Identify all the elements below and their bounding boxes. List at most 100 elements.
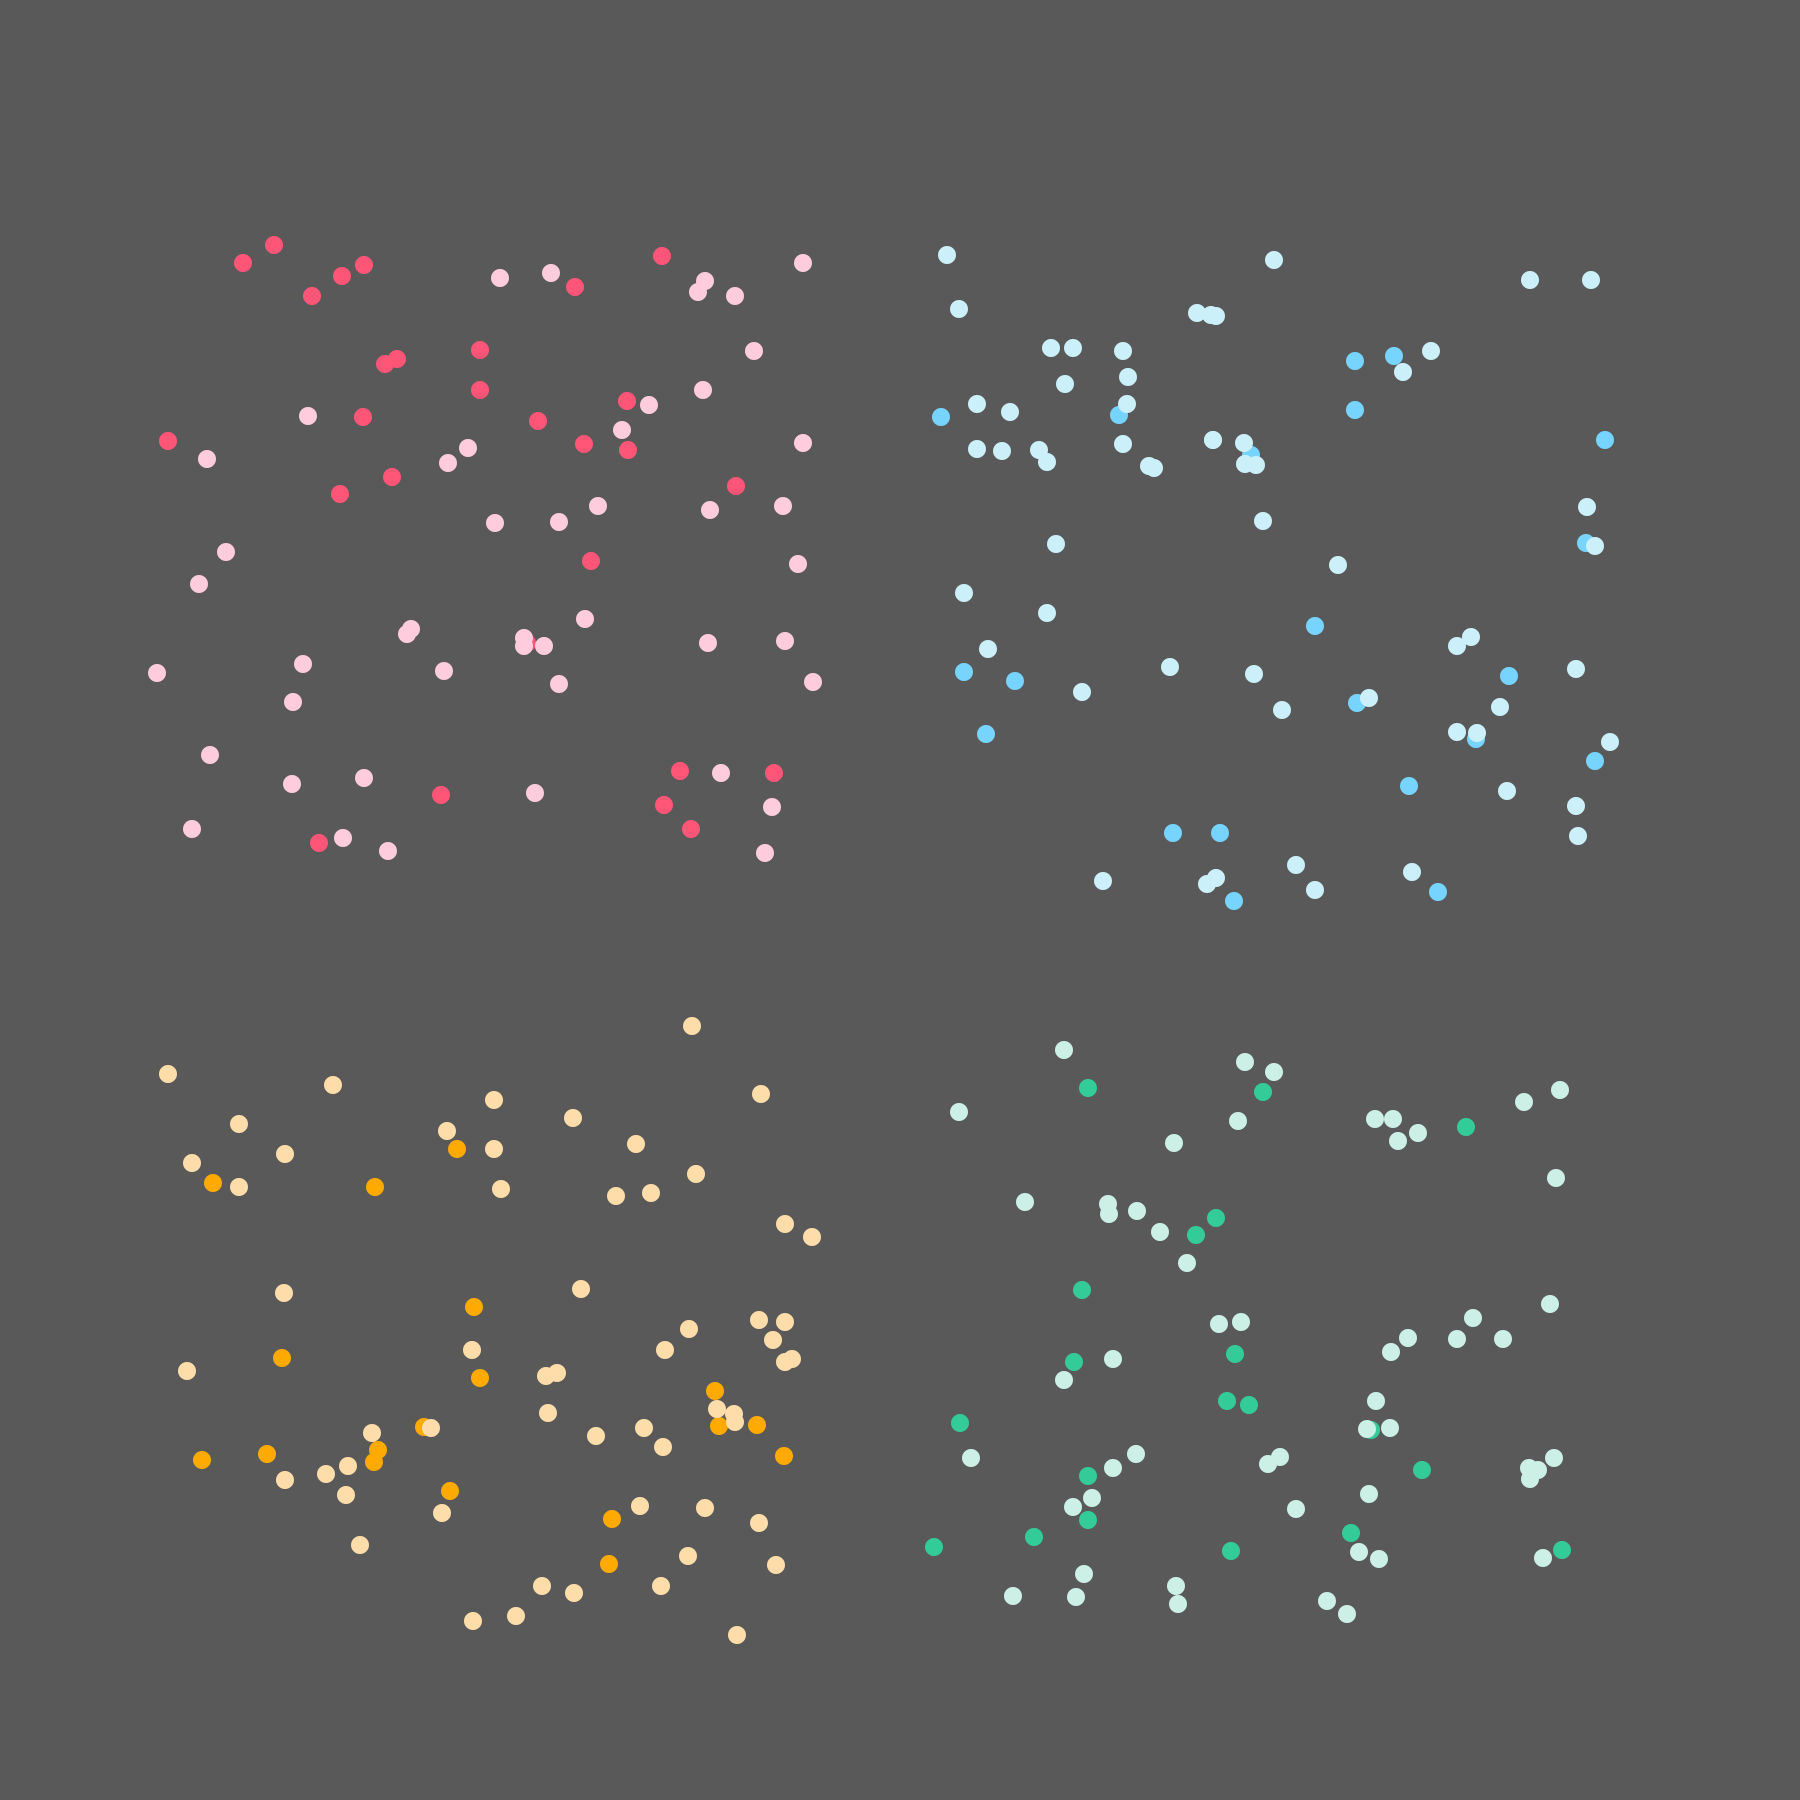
scatter-point-s1-37 — [178, 1362, 196, 1380]
scatter-point-s0-1 — [258, 1445, 276, 1463]
scatter-point-s3-39 — [1099, 1195, 1117, 1213]
scatter-point-s4-17 — [471, 381, 489, 399]
scatter-point-s3-25 — [1545, 1449, 1563, 1467]
scatter-point-s0-13 — [465, 1298, 483, 1316]
scatter-point-s5-29 — [589, 497, 607, 515]
scatter-point-s4-11 — [159, 432, 177, 450]
scatter-point-s1-38 — [275, 1284, 293, 1302]
scatter-point-s6-1 — [1164, 824, 1182, 842]
scatter-point-s1-27 — [725, 1405, 743, 1423]
scatter-point-s1-45 — [159, 1065, 177, 1083]
scatter-point-s2-18 — [1254, 1083, 1272, 1101]
scatter-point-s5-0 — [183, 820, 201, 838]
scatter-point-s5-11 — [148, 664, 166, 682]
scatter-point-s1-43 — [276, 1145, 294, 1163]
scatter-point-s5-19 — [515, 637, 533, 655]
scatter-point-s1-32 — [750, 1311, 768, 1329]
scatter-point-s5-40 — [745, 342, 763, 360]
scatter-point-s3-28 — [1210, 1315, 1228, 1333]
scatter-point-s3-42 — [1547, 1169, 1565, 1187]
scatter-point-s4-14 — [575, 435, 593, 453]
scatter-point-s7-4 — [1306, 881, 1324, 899]
scatter-point-s1-31 — [776, 1313, 794, 1331]
scatter-point-s1-44 — [230, 1115, 248, 1133]
scatter-point-s5-24 — [190, 575, 208, 593]
scatter-point-s7-47 — [1064, 339, 1082, 357]
scatter-point-s3-4 — [1167, 1577, 1185, 1595]
scatter-point-s1-56 — [752, 1085, 770, 1103]
series-7 — [938, 246, 1619, 899]
scatter-point-s5-9 — [712, 764, 730, 782]
scatter-point-s1-34 — [656, 1341, 674, 1359]
series-3 — [950, 1041, 1569, 1623]
scatter-point-s3-8 — [1370, 1550, 1388, 1568]
scatter-point-s4-3 — [655, 796, 673, 814]
scatter-point-s6-12 — [1306, 617, 1324, 635]
scatter-point-s0-8 — [603, 1510, 621, 1528]
scatter-point-s5-20 — [535, 637, 553, 655]
scatter-point-s5-44 — [696, 272, 714, 290]
scatter-point-s3-7 — [1350, 1543, 1368, 1561]
scatter-point-s1-36 — [572, 1280, 590, 1298]
scatter-point-s1-16 — [539, 1404, 557, 1422]
scatter-point-s0-6 — [471, 1369, 489, 1387]
scatter-point-s5-30 — [701, 501, 719, 519]
scatter-point-s1-46 — [324, 1076, 342, 1094]
scatter-point-s7-45 — [1119, 368, 1137, 386]
scatter-point-s7-40 — [968, 395, 986, 413]
scatter-point-s5-5 — [201, 746, 219, 764]
scatter-point-s2-10 — [1218, 1392, 1236, 1410]
scatter-point-s5-22 — [699, 634, 717, 652]
scatter-point-s2-4 — [1342, 1524, 1360, 1542]
scatter-point-s0-12 — [706, 1382, 724, 1400]
scatter-point-s1-8 — [351, 1536, 369, 1554]
scatter-point-s3-0 — [1004, 1587, 1022, 1605]
scatter-point-s3-2 — [1075, 1565, 1093, 1583]
scatter-point-s4-19 — [388, 350, 406, 368]
scatter-point-s6-20 — [1596, 431, 1614, 449]
scatter-point-s3-5 — [1318, 1592, 1336, 1610]
scatter-point-s7-26 — [1586, 537, 1604, 555]
scatter-point-s3-21 — [1358, 1420, 1376, 1438]
scatter-point-s3-6 — [1338, 1605, 1356, 1623]
scatter-point-s6-2 — [1211, 824, 1229, 842]
scatter-point-s6-11 — [1500, 667, 1518, 685]
scatter-point-s7-0 — [1094, 872, 1112, 890]
scatter-point-s5-4 — [763, 798, 781, 816]
scatter-point-s3-3 — [1169, 1595, 1187, 1613]
scatter-point-s2-1 — [1025, 1528, 1043, 1546]
scatter-point-s4-20 — [471, 341, 489, 359]
scatter-point-s7-42 — [1118, 395, 1136, 413]
scatter-point-s7-33 — [1235, 434, 1253, 452]
scatter-point-s4-5 — [765, 764, 783, 782]
scatter-point-s3-53 — [1236, 1053, 1254, 1071]
scatter-point-s7-31 — [1145, 459, 1163, 477]
scatter-point-s3-45 — [1229, 1112, 1247, 1130]
scatter-point-s1-0 — [464, 1612, 482, 1630]
scatter-point-s5-38 — [794, 434, 812, 452]
scatter-point-s4-9 — [383, 468, 401, 486]
scatter-point-s1-9 — [433, 1504, 451, 1522]
scatter-point-s7-6 — [1498, 782, 1516, 800]
scatter-point-s4-2 — [682, 820, 700, 838]
scatter-point-s3-43 — [950, 1103, 968, 1121]
scatter-point-s1-6 — [728, 1626, 746, 1644]
scatter-point-s5-1 — [334, 829, 352, 847]
scatter-point-s7-48 — [1114, 342, 1132, 360]
scatter-point-s3-32 — [1448, 1330, 1466, 1348]
scatter-point-s1-35 — [463, 1341, 481, 1359]
scatter-point-s7-53 — [1422, 342, 1440, 360]
scatter-point-s6-15 — [932, 408, 950, 426]
scatter-point-s1-33 — [680, 1320, 698, 1338]
scatter-point-s7-18 — [1567, 660, 1585, 678]
scatter-point-s4-23 — [355, 256, 373, 274]
scatter-point-s4-16 — [618, 392, 636, 410]
scatter-point-s1-21 — [654, 1438, 672, 1456]
scatter-point-s3-30 — [1382, 1343, 1400, 1361]
scatter-point-s3-17 — [1271, 1448, 1289, 1466]
scatter-point-s2-14 — [1413, 1461, 1431, 1479]
scatter-point-s5-42 — [542, 264, 560, 282]
scatter-point-s5-35 — [613, 421, 631, 439]
scatter-point-s3-13 — [1127, 1445, 1145, 1463]
scatter-point-s7-35 — [1114, 435, 1132, 453]
